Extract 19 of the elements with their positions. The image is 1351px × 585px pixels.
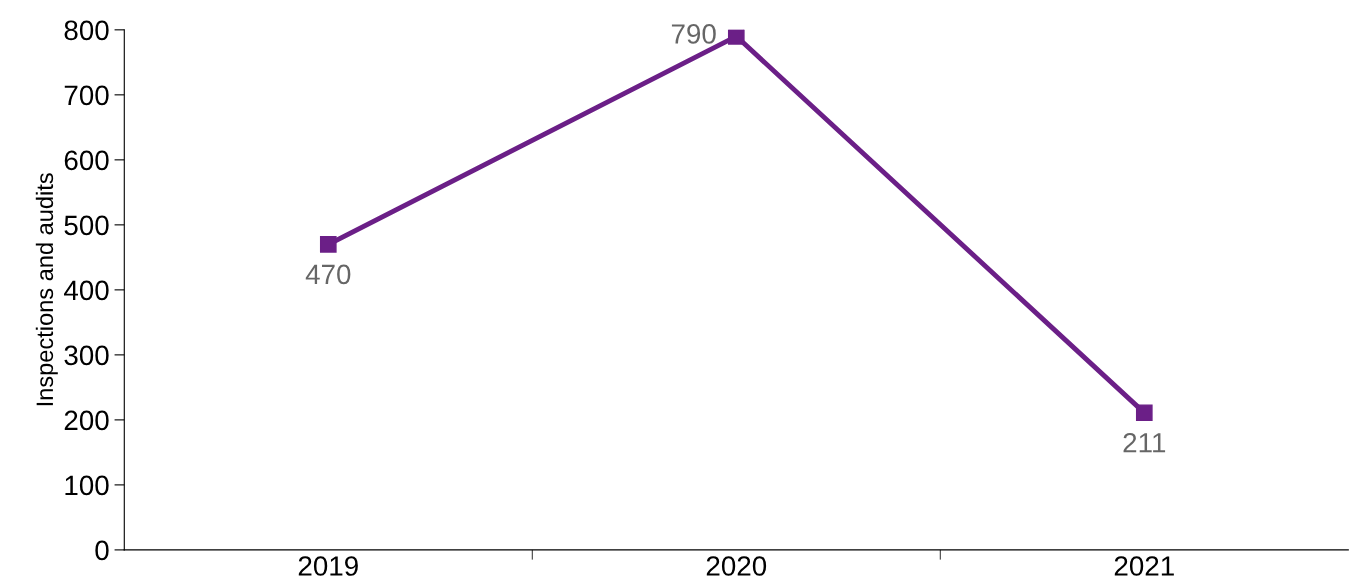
data-label: 470	[305, 264, 351, 285]
y-tick-label: 500	[64, 215, 109, 236]
y-tick-label: 100	[65, 475, 109, 496]
y-tick-label: 400	[64, 280, 109, 301]
data-label: 211	[1123, 432, 1166, 453]
data-label: 790	[671, 24, 716, 44]
y-axis-title: Inspections and audits	[35, 173, 58, 406]
y-tick-label: 0	[95, 540, 109, 561]
point	[727, 29, 745, 45]
y-tick-label: 700	[64, 85, 109, 106]
y-tick-label: 300	[64, 345, 109, 366]
point	[1135, 404, 1153, 422]
x-tick-label: 2021	[1114, 556, 1174, 576]
point	[319, 236, 337, 253]
x-tick-label: 2020	[706, 556, 767, 576]
y-tick-label: 600	[64, 150, 109, 171]
x-tick-label: 2019	[298, 556, 358, 576]
y-tick-label: 200	[64, 410, 109, 431]
y-tick-label: 800	[64, 20, 109, 41]
